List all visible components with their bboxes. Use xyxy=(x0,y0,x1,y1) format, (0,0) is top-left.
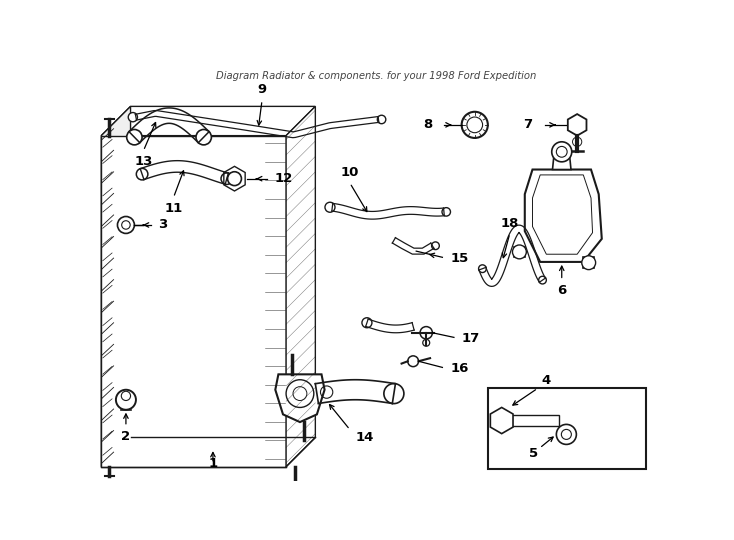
Circle shape xyxy=(128,112,137,122)
Text: Diagram Radiator & components. for your 1998 Ford Expedition: Diagram Radiator & components. for your … xyxy=(216,71,537,82)
Circle shape xyxy=(377,115,386,124)
Circle shape xyxy=(408,356,418,367)
Text: 10: 10 xyxy=(341,166,359,179)
Polygon shape xyxy=(101,106,131,467)
Circle shape xyxy=(137,168,148,180)
Text: 15: 15 xyxy=(450,252,468,265)
Text: 4: 4 xyxy=(541,374,550,387)
Circle shape xyxy=(196,130,211,145)
Circle shape xyxy=(432,242,440,249)
Polygon shape xyxy=(286,106,316,467)
Circle shape xyxy=(462,112,488,138)
Text: 17: 17 xyxy=(462,333,480,346)
Polygon shape xyxy=(101,106,316,136)
Text: 3: 3 xyxy=(159,219,167,232)
Circle shape xyxy=(228,172,241,186)
Bar xyxy=(488,388,646,469)
Circle shape xyxy=(512,245,526,259)
Circle shape xyxy=(116,390,136,410)
Polygon shape xyxy=(525,170,602,262)
Circle shape xyxy=(442,208,451,216)
Text: 6: 6 xyxy=(557,284,567,297)
Polygon shape xyxy=(553,154,571,170)
Circle shape xyxy=(384,383,404,403)
Circle shape xyxy=(556,424,576,444)
Text: 5: 5 xyxy=(529,447,539,460)
Circle shape xyxy=(420,327,432,339)
Text: 9: 9 xyxy=(258,83,266,96)
Polygon shape xyxy=(101,136,286,467)
Circle shape xyxy=(122,221,130,229)
Circle shape xyxy=(479,265,487,273)
Circle shape xyxy=(362,318,372,328)
Text: 16: 16 xyxy=(450,362,468,375)
Text: 12: 12 xyxy=(275,172,293,185)
Polygon shape xyxy=(514,247,525,257)
Circle shape xyxy=(221,173,233,185)
Text: 8: 8 xyxy=(423,118,432,131)
Circle shape xyxy=(552,142,572,162)
Text: 14: 14 xyxy=(355,431,374,444)
Circle shape xyxy=(423,339,429,346)
Polygon shape xyxy=(568,114,586,136)
Text: 2: 2 xyxy=(121,430,131,443)
Circle shape xyxy=(539,276,546,284)
Circle shape xyxy=(117,217,134,233)
Circle shape xyxy=(127,130,142,145)
Circle shape xyxy=(562,429,571,440)
Text: 7: 7 xyxy=(523,118,532,131)
Text: 18: 18 xyxy=(501,217,519,230)
Polygon shape xyxy=(490,408,513,434)
Circle shape xyxy=(325,202,335,212)
Bar xyxy=(511,415,559,426)
Text: 1: 1 xyxy=(208,457,217,470)
Polygon shape xyxy=(584,257,594,268)
Circle shape xyxy=(582,256,595,269)
Polygon shape xyxy=(275,374,324,422)
Text: 13: 13 xyxy=(134,156,153,168)
Text: 11: 11 xyxy=(164,202,183,215)
